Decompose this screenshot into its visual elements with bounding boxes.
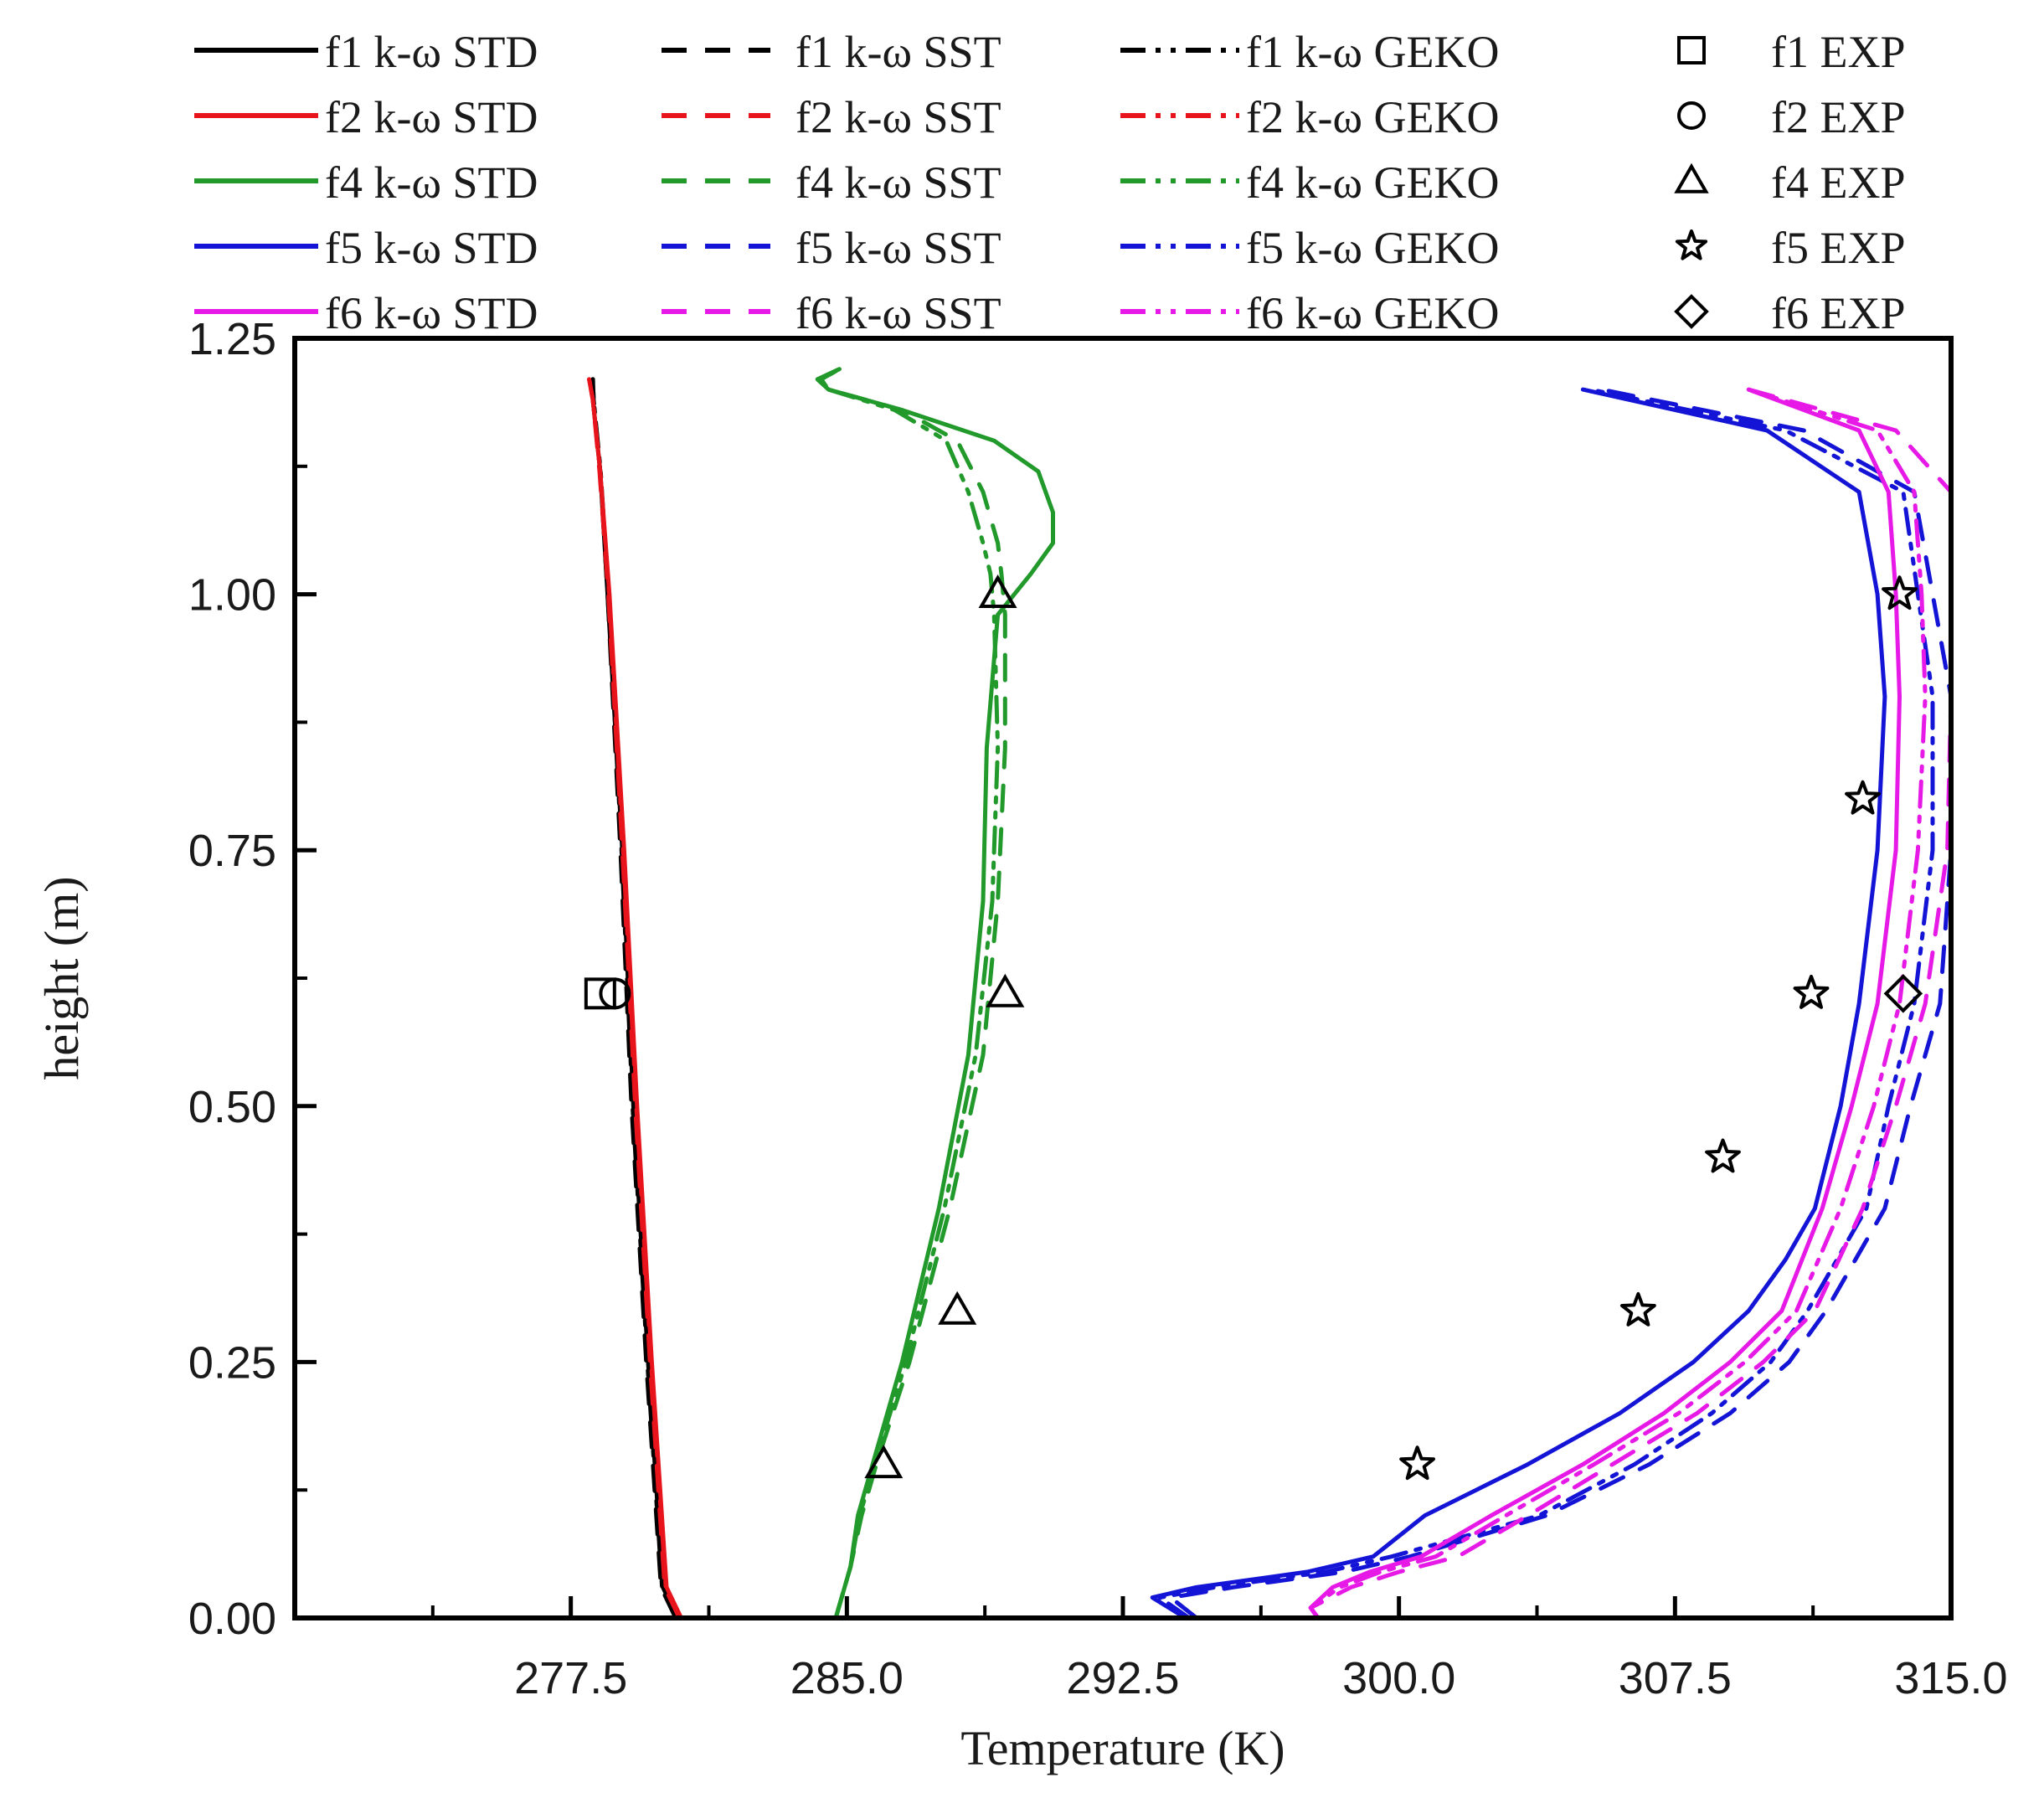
legend-item-f5-k-geko: f5 k-ω GEKO (1120, 223, 1499, 273)
legend-label: f4 k-ω SST (795, 157, 1001, 208)
legend-label: f2 EXP (1771, 92, 1906, 142)
marker-f4-exp (986, 973, 1025, 1007)
legend-item-f6-exp: f6 EXP (1674, 288, 1906, 338)
legend-item-f2-k-std: f2 k-ω STD (194, 92, 538, 142)
legend-item-f4-exp: f4 EXP (1674, 157, 1906, 208)
legend-item-f2-k-geko: f2 k-ω GEKO (1120, 92, 1499, 142)
marker-f1-exp (584, 977, 616, 1010)
legend-label: f2 k-ω STD (325, 92, 538, 142)
legend-label: f5 k-ω SST (795, 223, 1001, 273)
legend-marker-f1-exp (1677, 36, 1706, 64)
legend-label: f1 k-ω GEKO (1246, 27, 1499, 77)
legend-label: f5 k-ω STD (325, 223, 538, 273)
legend-item-f5-k-std: f5 k-ω STD (194, 223, 538, 273)
marker-f6-exp (1883, 974, 1923, 1013)
y-tick-label: 0.25 (188, 1337, 276, 1388)
marker-f5-exp (1705, 1138, 1741, 1173)
legend-marker-f5-exp (1675, 229, 1708, 260)
x-tick-label: 292.5 (1066, 1653, 1179, 1703)
x-axis-label: Temperature (K) (960, 1721, 1285, 1775)
y-tick-label: 0.75 (188, 826, 276, 876)
legend-label: f4 k-ω GEKO (1246, 157, 1499, 208)
y-tick-label: 1.25 (188, 314, 276, 364)
legend: f1 k-ω STD f1 k-ω SST f1 k-ω GEKO f1 EXP f2 … (194, 27, 1906, 338)
marker-f5-exp (1620, 1291, 1656, 1327)
legend-label: f6 k-ω GEKO (1246, 288, 1499, 338)
legend-item-f6-k-std: f6 k-ω STD (194, 288, 538, 338)
y-tick-label: 1.00 (188, 570, 276, 621)
series-f4-k-geko (819, 367, 1001, 1618)
y-axis-label: height (m) (34, 876, 89, 1079)
marker-f5-exp (1793, 974, 1830, 1009)
legend-label: f4 EXP (1771, 157, 1906, 208)
y-tick-label: 0.50 (188, 1082, 276, 1132)
series-f5-k-std (1150, 387, 1887, 1618)
marker-f4-exp (938, 1291, 977, 1325)
series-f6-k-std (1308, 387, 1902, 1618)
legend-item-f5-exp: f5 EXP (1675, 223, 1906, 273)
legend-label: f5 EXP (1771, 223, 1906, 273)
y-axis: 0.00 0.25 0.50 0.75 1.00 1.25 (188, 314, 317, 1644)
plot-area (584, 367, 1951, 1618)
legend-item-f4-k-std: f4 k-ω STD (194, 157, 538, 208)
legend-label: f1 k-ω STD (325, 27, 538, 77)
series-f5-k-sst (1168, 387, 1951, 1618)
series-f6-k-sst (1308, 387, 1951, 1618)
series-f6-k-geko (1308, 387, 1928, 1618)
marker-f4-exp (978, 574, 1017, 609)
marker-f5-exp (1882, 575, 1918, 611)
x-tick-label: 277.5 (514, 1653, 627, 1703)
legend-label: f5 k-ω GEKO (1246, 223, 1499, 273)
legend-label: f6 k-ω STD (325, 288, 538, 338)
y-tick-label: 0.00 (188, 1594, 276, 1644)
marker-f5-exp (1845, 780, 1881, 815)
legend-label: f2 k-ω SST (795, 92, 1001, 142)
legend-item-f1-k-geko: f1 k-ω GEKO (1120, 27, 1499, 77)
legend-marker-f6-exp (1674, 294, 1709, 329)
legend-item-f6-k-geko: f6 k-ω GEKO (1120, 288, 1499, 338)
legend-label: f1 k-ω SST (795, 27, 1001, 77)
marker-f4-exp (864, 1445, 904, 1479)
legend-item-f2-exp: f2 EXP (1677, 92, 1906, 142)
x-tick-label: 307.5 (1619, 1653, 1732, 1703)
legend-item-f1-exp: f1 EXP (1677, 27, 1906, 77)
legend-marker-f2-exp (1677, 101, 1706, 130)
legend-marker-f4-exp (1674, 162, 1709, 193)
marker-f5-exp (1399, 1445, 1435, 1481)
legend-item-f1-k-std: f1 k-ω STD (194, 27, 538, 77)
x-tick-label: 315.0 (1894, 1653, 2007, 1703)
legend-label: f2 k-ω GEKO (1246, 92, 1499, 142)
x-tick-label: 285.0 (790, 1653, 904, 1703)
legend-label: f4 k-ω STD (325, 157, 538, 208)
legend-item-f1-k-sst: f1 k-ω SST (662, 27, 1001, 77)
x-tick-label: 300.0 (1342, 1653, 1455, 1703)
legend-item-f5-k-sst: f5 k-ω SST (662, 223, 1001, 273)
series-f2-k-geko (587, 377, 683, 1618)
legend-item-f4-k-sst: f4 k-ω SST (662, 157, 1001, 208)
x-axis: 277.5 285.0 292.5 300.0 307.5 315.0 (430, 1596, 2008, 1703)
legend-label: f6 EXP (1771, 288, 1906, 338)
legend-label: f1 EXP (1771, 27, 1906, 77)
legend-item-f2-k-sst: f2 k-ω SST (662, 92, 1001, 142)
marker-f2-exp (599, 977, 631, 1010)
legend-item-f6-k-sst: f6 k-ω SST (662, 288, 1001, 338)
legend-item-f4-k-geko: f4 k-ω GEKO (1120, 157, 1499, 208)
legend-label: f6 k-ω SST (795, 288, 1001, 338)
